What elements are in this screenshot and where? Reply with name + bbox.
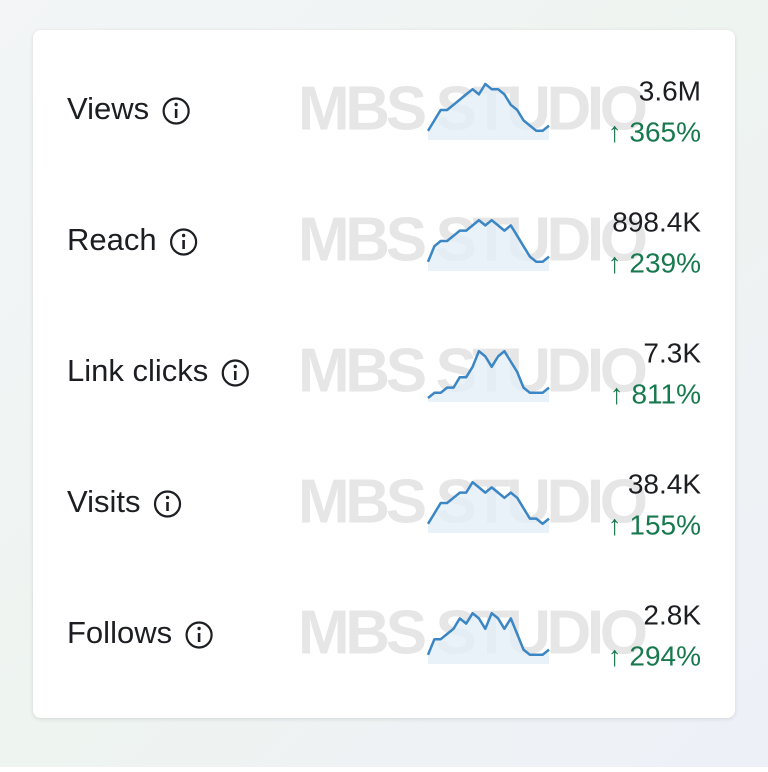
metric-value: 3.6M	[639, 75, 701, 106]
metric-list: MBS STUDIOViews3.6M↑ 365%MBS STUDIOReach…	[67, 74, 701, 671]
info-icon	[221, 359, 249, 387]
metric-change: ↑ 365%	[608, 116, 701, 147]
card	[33, 30, 735, 718]
sparkline	[427, 349, 550, 399]
info-icon-dot	[233, 364, 237, 369]
sparkline	[426, 480, 550, 526]
metric-row: MBS STUDIOVisits38.4K↑ 155%	[67, 467, 701, 540]
metric-value: 7.3K	[643, 337, 701, 368]
metric-change: ↑ 294%	[608, 640, 701, 671]
metric-value: 2.8K	[643, 599, 701, 630]
info-icon	[170, 228, 198, 256]
sparkline	[426, 82, 550, 133]
metric-label: Follows	[67, 615, 172, 650]
info-icon	[185, 621, 213, 649]
info-icon	[153, 490, 182, 518]
metric-change: ↑ 811%	[610, 378, 701, 409]
metric-value: 898.4K	[612, 206, 701, 237]
metric-change: ↑ 155%	[608, 509, 701, 540]
metric-label: Reach	[67, 222, 157, 257]
info-icon	[162, 97, 190, 125]
metric-value: 38.4K	[628, 468, 701, 499]
info-icon-dot	[165, 495, 170, 500]
sparkline-area	[428, 351, 549, 402]
metric-row: MBS STUDIOReach898.4K↑ 239%	[67, 205, 701, 278]
sparkline-area	[428, 84, 549, 140]
metric-label: Link clicks	[67, 353, 208, 388]
metric-row: MBS STUDIOFollows2.8K↑ 294%	[67, 598, 701, 671]
info-icon-dot	[174, 102, 178, 107]
metric-label: Visits	[67, 484, 141, 519]
metric-change: ↑ 239%	[608, 247, 701, 278]
sparkline	[426, 611, 550, 657]
metric-label: Views	[67, 91, 149, 126]
metric-row: MBS STUDIOViews3.6M↑ 365%	[67, 74, 701, 147]
sparkline-area	[428, 613, 549, 664]
info-icon-dot	[181, 233, 186, 238]
sparkline	[426, 218, 550, 264]
info-icon-dot	[197, 626, 201, 631]
